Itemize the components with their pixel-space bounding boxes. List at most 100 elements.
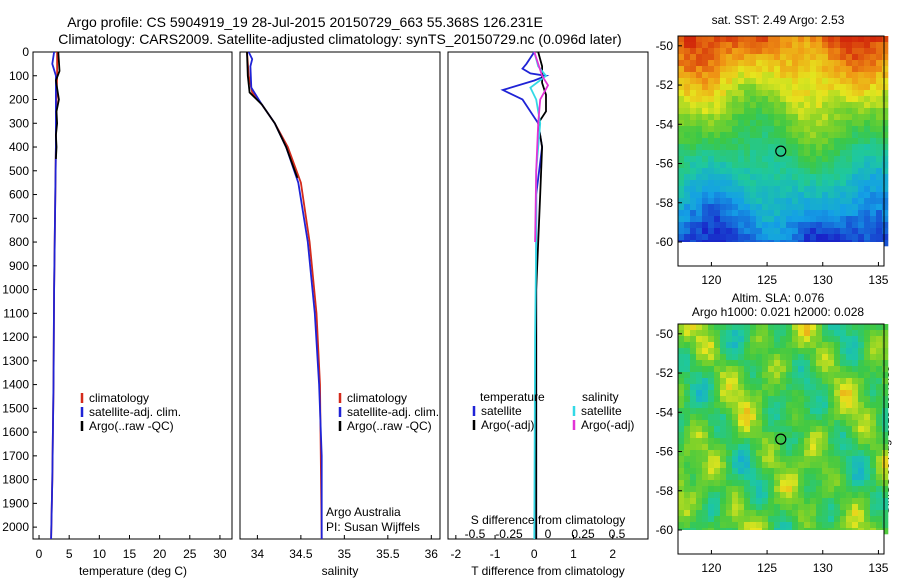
sst_map-cell bbox=[858, 66, 865, 73]
sla_map-cell bbox=[828, 348, 835, 355]
sla_map-cell bbox=[822, 456, 829, 463]
sst_map-cell bbox=[684, 228, 691, 235]
sla_map-cell bbox=[780, 390, 787, 397]
sla_map-cell bbox=[852, 510, 859, 517]
sla_map-cell bbox=[780, 450, 787, 457]
sla_map-cell bbox=[744, 468, 751, 475]
sla_map-cell bbox=[720, 420, 727, 427]
sla_map-cell bbox=[828, 522, 835, 529]
sst_map-cell bbox=[792, 120, 799, 127]
sst_map-cell bbox=[810, 228, 817, 235]
sla_map-cell bbox=[774, 336, 781, 343]
sst_map-cell bbox=[804, 228, 811, 235]
sla_map-cell bbox=[822, 432, 829, 439]
sst_map-cell bbox=[876, 60, 883, 67]
sla_map-cell bbox=[804, 450, 811, 457]
sst_map-cell bbox=[744, 132, 751, 139]
sla_map-cell bbox=[720, 372, 727, 379]
sst_map-cell bbox=[756, 90, 763, 97]
sla_map-cell bbox=[816, 384, 823, 391]
sst_map-cell bbox=[690, 174, 697, 181]
sla_map-cell bbox=[744, 444, 751, 451]
sst_map-cell bbox=[690, 192, 697, 199]
sla_map-cell bbox=[738, 348, 745, 355]
sla_map-cell bbox=[882, 378, 889, 385]
sla_map-cell bbox=[744, 450, 751, 457]
sst_map-cell bbox=[870, 162, 877, 169]
sla_map-cell bbox=[720, 504, 727, 511]
sst_map-cell bbox=[708, 198, 715, 205]
sst_map-cell bbox=[738, 48, 745, 55]
sst_map-cell bbox=[690, 114, 697, 121]
sla_map-cell bbox=[864, 438, 871, 445]
sla_map-cell bbox=[846, 462, 853, 469]
sst_map-cell bbox=[786, 198, 793, 205]
sla_map-cell bbox=[840, 522, 847, 529]
sla_map-cell bbox=[852, 366, 859, 373]
sst_map-cell bbox=[852, 186, 859, 193]
sst_map-cell bbox=[678, 84, 685, 91]
sla_map-cell bbox=[846, 516, 853, 523]
sst_map-cell bbox=[690, 48, 697, 55]
sst_map-cell bbox=[768, 84, 775, 91]
sla_map-cell bbox=[858, 420, 865, 427]
difference-series-3 bbox=[533, 51, 550, 243]
sst_map-cell bbox=[828, 186, 835, 193]
sst_map-cell bbox=[690, 162, 697, 169]
sst_map-cell bbox=[798, 204, 805, 211]
sst_map-cell bbox=[714, 216, 721, 223]
sst_map-cell bbox=[870, 126, 877, 133]
depth-tick-label: 1500 bbox=[2, 401, 29, 415]
sst_map-cell bbox=[774, 162, 781, 169]
sst_map-cell bbox=[792, 162, 799, 169]
sst_map-cell bbox=[798, 228, 805, 235]
sst_map-cell bbox=[768, 96, 775, 103]
sst_map-cell bbox=[732, 72, 739, 79]
sla_map-cell bbox=[738, 372, 745, 379]
sla_map-cell bbox=[822, 414, 829, 421]
sla_map-cell bbox=[804, 474, 811, 481]
sst_map-cell bbox=[738, 96, 745, 103]
sla_map-cell bbox=[798, 342, 805, 349]
sla_map-cell bbox=[786, 372, 793, 379]
sla_map-cell bbox=[732, 408, 739, 415]
sla_map-cell bbox=[858, 360, 865, 367]
sla_map-cell bbox=[678, 360, 685, 367]
sst_map-cell bbox=[744, 138, 751, 145]
sst_map-cell bbox=[816, 126, 823, 133]
sst_map-cell bbox=[714, 192, 721, 199]
sla_map-cell bbox=[876, 408, 883, 415]
sst_map-cell bbox=[756, 156, 763, 163]
sst_map-cell bbox=[834, 72, 841, 79]
sst_map-cell bbox=[702, 210, 709, 217]
sst_map-cell bbox=[792, 108, 799, 115]
sst_map-cell bbox=[858, 84, 865, 91]
sla_map-cell bbox=[804, 462, 811, 469]
sst_map-cell bbox=[762, 222, 769, 229]
sst_map-cell bbox=[840, 48, 847, 55]
sst_map-cell bbox=[774, 84, 781, 91]
sst_map-cell bbox=[702, 48, 709, 55]
sst_map-cell bbox=[750, 54, 757, 61]
sla_map-cell bbox=[810, 504, 817, 511]
sla_map-cell bbox=[768, 366, 775, 373]
sst_map-cell bbox=[816, 198, 823, 205]
sst_map-cell bbox=[750, 42, 757, 49]
sla_map-cell bbox=[876, 336, 883, 343]
sst_map-cell bbox=[726, 84, 733, 91]
sla_map-cell bbox=[828, 420, 835, 427]
sla_map-cell bbox=[726, 366, 733, 373]
sla_map-cell bbox=[696, 462, 703, 469]
sst_map-cell bbox=[792, 96, 799, 103]
sst_map-cell bbox=[684, 48, 691, 55]
depth-tick-label: 1700 bbox=[2, 449, 29, 463]
sst_map-cell bbox=[726, 90, 733, 97]
sst_map-cell bbox=[768, 48, 775, 55]
sla_map-cell bbox=[762, 498, 769, 505]
sst_map-cell bbox=[792, 216, 799, 223]
sst_map-cell bbox=[804, 102, 811, 109]
sst_map-cell bbox=[738, 60, 745, 67]
sla_map-cell bbox=[858, 342, 865, 349]
sla_map-cell bbox=[696, 438, 703, 445]
sla_map-cell bbox=[750, 372, 757, 379]
